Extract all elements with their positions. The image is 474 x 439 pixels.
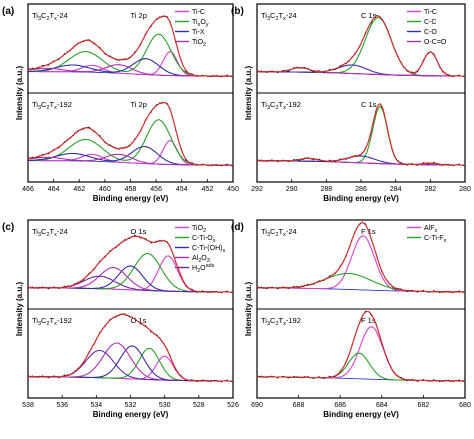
x-tick-label: 450 bbox=[227, 186, 239, 193]
x-tick-label: 282 bbox=[424, 186, 436, 193]
x-tick-label: 534 bbox=[90, 402, 102, 409]
legend-label: Ti-C bbox=[424, 9, 437, 16]
region-label: F 1s bbox=[361, 316, 376, 325]
x-axis-label: Binding energy (eV) bbox=[93, 410, 169, 419]
panel-b: (b) 292 290 288 286 284 282 280 Binding energy (… bbox=[231, 3, 471, 203]
fit-envelope bbox=[257, 222, 465, 293]
x-tick-label: 292 bbox=[251, 186, 263, 193]
region-label: Ti 2p bbox=[131, 11, 147, 20]
legend-label: Al2O3 bbox=[192, 255, 210, 264]
x-tick-label: 688 bbox=[293, 402, 305, 409]
x-tick-label: 538 bbox=[22, 402, 34, 409]
legend-label: Ti-X bbox=[192, 29, 205, 36]
legend-label: TixOy bbox=[192, 19, 209, 28]
panel-c: (c) 538 536 534 532 530 528 526 Binding energy (… bbox=[2, 219, 239, 419]
x-tick-label: 690 bbox=[251, 402, 263, 409]
panel-label: (b) bbox=[231, 6, 244, 17]
fit-envelope bbox=[257, 15, 465, 77]
x-tick-label: 686 bbox=[334, 402, 346, 409]
fit-envelope bbox=[27, 15, 233, 77]
panel-d: (d) 690 688 686 684 682 680 Binding energy (eV)… bbox=[231, 219, 471, 419]
x-tick-label: 280 bbox=[459, 186, 471, 193]
y-axis-label: Intensity (a.u.) bbox=[15, 66, 24, 121]
component-curve bbox=[257, 272, 465, 293]
x-axis-label: Binding energy (eV) bbox=[93, 194, 169, 203]
panel-a: (a) 466 464 462 460 458 456 454 452 450 Binding en… bbox=[2, 3, 239, 203]
sample-label: Ti3C2Tx-24 bbox=[32, 227, 68, 238]
x-tick-label: 682 bbox=[418, 402, 430, 409]
x-axis-label: Binding energy (eV) bbox=[323, 194, 399, 203]
legend-label: TiO2 bbox=[192, 225, 206, 234]
y-axis-label: Intensity (a.u.) bbox=[244, 66, 253, 121]
x-tick-label: 462 bbox=[73, 186, 85, 193]
sample-label: Ti3C2Tx-24 bbox=[32, 11, 68, 22]
x-tick-label: 460 bbox=[99, 186, 111, 193]
region-label: O 1s bbox=[131, 316, 147, 325]
x-tick-label: 466 bbox=[22, 186, 34, 193]
x-tick-label: 290 bbox=[286, 186, 298, 193]
component-curve bbox=[28, 345, 233, 382]
legend-label: Ti-C bbox=[192, 9, 205, 16]
region-label: Ti 2p bbox=[131, 100, 147, 109]
x-tick-label: 456 bbox=[150, 186, 162, 193]
x-tick-label: 530 bbox=[159, 402, 171, 409]
y-axis-label: Intensity (a.u.) bbox=[244, 282, 253, 337]
legend-label: C-C bbox=[424, 19, 436, 26]
sample-label: Ti3C2Tx-192 bbox=[261, 100, 301, 111]
fit-envelope bbox=[257, 103, 465, 166]
fit-envelope bbox=[28, 235, 233, 293]
region-label: C 1s bbox=[361, 100, 377, 109]
component-curve bbox=[257, 235, 465, 293]
region-label: C 1s bbox=[361, 11, 377, 20]
legend-label: O-C=O bbox=[424, 39, 447, 46]
x-axis-label: Binding energy (eV) bbox=[323, 410, 399, 419]
x-tick-label: 288 bbox=[320, 186, 332, 193]
x-tick-label: 284 bbox=[390, 186, 402, 193]
x-tick-label: 458 bbox=[125, 186, 137, 193]
x-tick-label: 526 bbox=[227, 402, 239, 409]
fit-envelope bbox=[28, 313, 233, 382]
raw-spectrum bbox=[27, 102, 234, 167]
x-tick-label: 536 bbox=[56, 402, 68, 409]
x-tick-label: 452 bbox=[202, 186, 214, 193]
sample-label: Ti3C2Tx-24 bbox=[261, 227, 297, 238]
panel-label: (d) bbox=[231, 222, 244, 233]
x-tick-label: 528 bbox=[193, 402, 205, 409]
legend-label: H2Oads bbox=[192, 263, 215, 274]
fit-envelope bbox=[257, 310, 465, 382]
legend-label: AlFx bbox=[424, 225, 438, 234]
x-tick-label: 680 bbox=[459, 402, 471, 409]
fit-envelope bbox=[27, 101, 233, 166]
panel-label: (c) bbox=[2, 222, 14, 233]
sample-label: Ti3C2Tx-192 bbox=[32, 100, 72, 111]
sample-label: Ti3C2Tx-192 bbox=[261, 316, 301, 327]
legend-label: C-O bbox=[424, 29, 437, 36]
x-tick-label: 684 bbox=[376, 402, 388, 409]
component-curve bbox=[28, 51, 233, 77]
x-tick-label: 464 bbox=[48, 186, 60, 193]
x-tick-label: 532 bbox=[125, 402, 137, 409]
y-axis-label: Intensity (a.u.) bbox=[15, 282, 24, 337]
legend-label: C-Ti-(OH)x bbox=[192, 245, 225, 254]
legend-label: TiO2 bbox=[192, 39, 206, 48]
component-curve bbox=[28, 342, 233, 382]
x-tick-label: 286 bbox=[355, 186, 367, 193]
sample-label: Ti3C2Tx-192 bbox=[32, 316, 72, 327]
panel-label: (a) bbox=[2, 6, 14, 17]
component-curve bbox=[28, 145, 233, 166]
sample-label: Ti3C2Tx-24 bbox=[261, 11, 297, 22]
legend-label: C-Ti-Ox bbox=[192, 235, 216, 244]
legend-label: C-Ti-Fx bbox=[424, 235, 447, 244]
region-label: O 1s bbox=[131, 227, 147, 236]
x-tick-label: 454 bbox=[176, 186, 188, 193]
